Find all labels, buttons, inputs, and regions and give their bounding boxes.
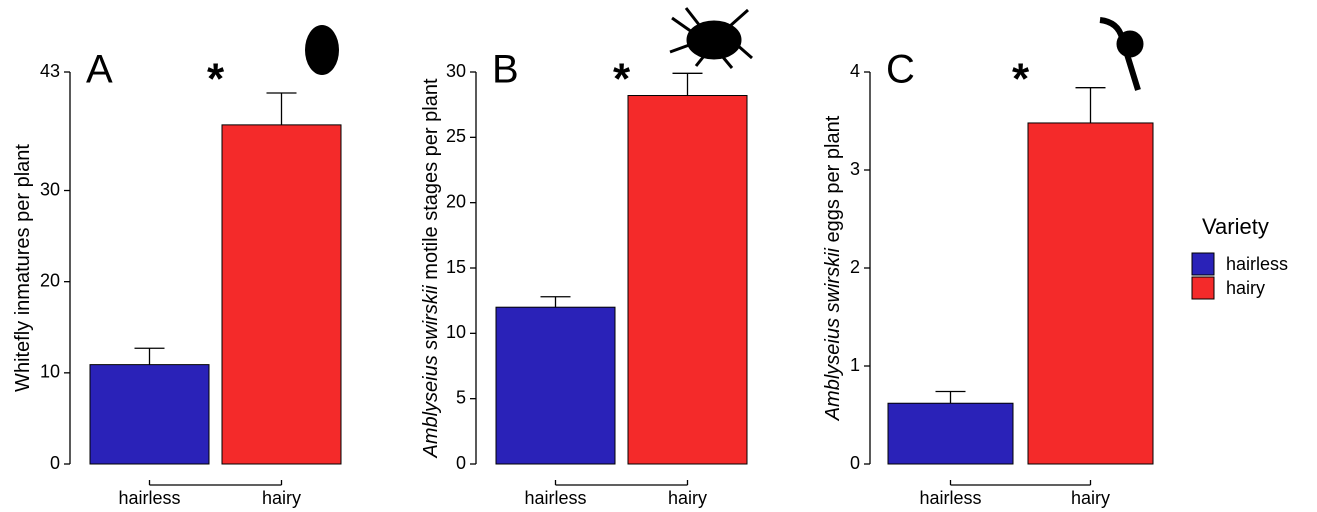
y-axis-label-part: Amblyseius swirskii: [822, 247, 844, 421]
y-tick-label: 10: [446, 322, 466, 342]
y-axis-label: Whitefly inmatures per plant: [12, 144, 34, 392]
panel-label: A: [86, 48, 113, 92]
legend-swatch: [1191, 276, 1215, 300]
x-tick-label: hairless: [919, 488, 981, 508]
y-tick-label: 3: [850, 159, 860, 179]
bar: [89, 364, 210, 465]
y-tick-label: 0: [50, 453, 60, 473]
x-tick-label: hairy: [668, 488, 707, 508]
x-tick-label: hairless: [118, 488, 180, 508]
significance-mark: *: [1012, 55, 1030, 104]
y-tick-label: 0: [456, 453, 466, 473]
y-tick-label: 30: [40, 179, 60, 199]
y-tick-label: 20: [40, 270, 60, 290]
y-axis-label: Amblyseius swirskii eggs per plant: [822, 115, 844, 421]
panel-label: B: [492, 48, 519, 92]
y-tick-label: 0: [850, 453, 860, 473]
bar: [495, 306, 616, 465]
mite-icon: [669, 7, 753, 69]
y-tick-label: 43: [40, 61, 60, 81]
y-tick-label: 5: [456, 387, 466, 407]
significance-mark: *: [613, 55, 631, 104]
y-tick-label: 30: [446, 61, 466, 81]
egg-icon: [1099, 17, 1144, 91]
legend-title: Variety: [1202, 214, 1269, 239]
x-tick-label: hairless: [524, 488, 586, 508]
legend-label: hairy: [1226, 278, 1265, 298]
bar: [221, 124, 342, 465]
y-axis-label: Amblyseius swirskii motile stages per pl…: [420, 78, 442, 458]
x-tick-label: hairy: [1071, 488, 1110, 508]
legend-label: hairless: [1226, 254, 1288, 274]
significance-mark: *: [207, 55, 225, 104]
y-tick-label: 15: [446, 257, 466, 277]
y-axis-label-part: Whitefly inmatures per plant: [12, 144, 34, 392]
y-tick-label: 2: [850, 257, 860, 277]
bar: [887, 402, 1014, 465]
y-tick-label: 20: [446, 191, 466, 211]
y-tick-label: 10: [40, 362, 60, 382]
x-tick-label: hairy: [262, 488, 301, 508]
y-tick-label: 25: [446, 126, 466, 146]
whitefly-icon: [305, 25, 339, 75]
legend-swatch: [1191, 252, 1215, 276]
y-axis-label-part: eggs per plant: [822, 115, 844, 248]
y-tick-label: 1: [850, 355, 860, 375]
panel-label: C: [886, 48, 915, 92]
y-tick-label: 4: [850, 61, 860, 81]
y-axis-label-part: Amblyseius swirskii: [420, 285, 442, 459]
y-axis-label-part: motile stages per plant: [420, 78, 442, 285]
bar: [1027, 122, 1154, 465]
bar: [627, 95, 748, 465]
